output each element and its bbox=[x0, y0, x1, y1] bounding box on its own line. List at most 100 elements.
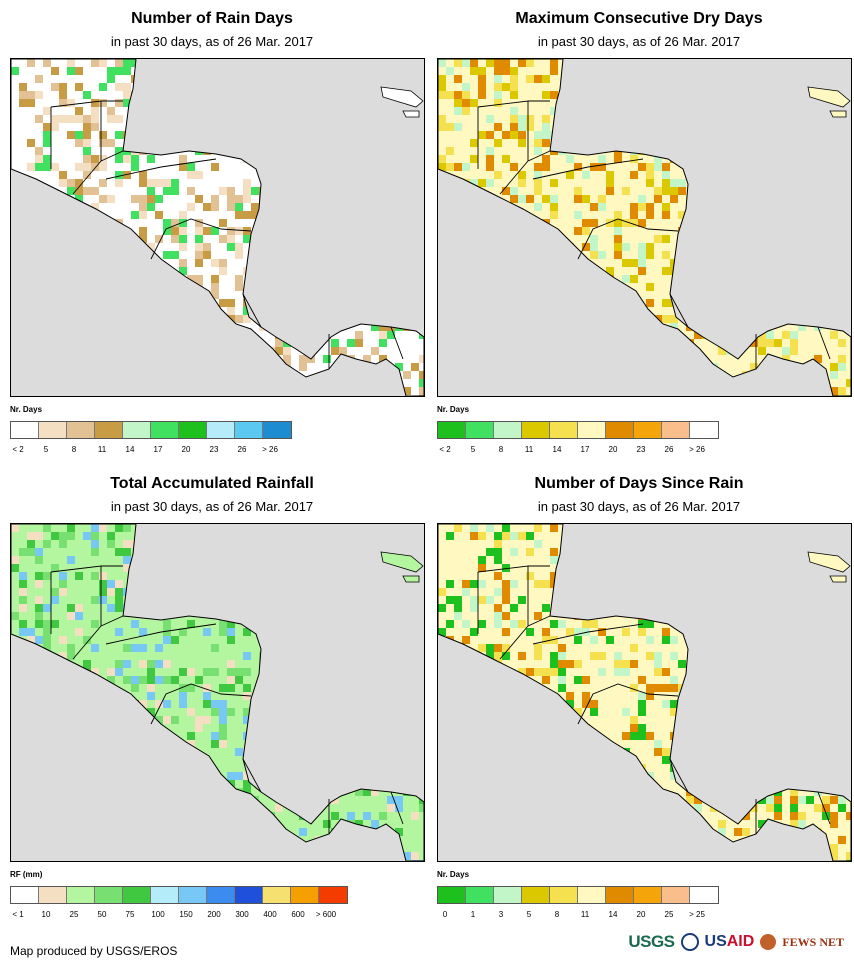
legend-label: < 2 bbox=[12, 445, 24, 454]
grid-cell bbox=[470, 155, 478, 163]
grid-cell bbox=[115, 588, 123, 596]
grid-cell bbox=[646, 732, 654, 740]
grid-cell bbox=[550, 107, 558, 115]
grid-cell bbox=[123, 99, 131, 107]
legend-label: 17 bbox=[153, 445, 163, 454]
grid-cell bbox=[550, 636, 558, 644]
grid-cell bbox=[614, 227, 622, 235]
grid-cell bbox=[622, 708, 630, 716]
grid-cell bbox=[806, 796, 814, 804]
grid-cell bbox=[814, 804, 822, 812]
grid-cell bbox=[534, 540, 542, 548]
grid-cell bbox=[574, 628, 582, 636]
grid-cell bbox=[654, 195, 662, 203]
grid-cell bbox=[131, 163, 139, 171]
grid-cell bbox=[139, 179, 147, 187]
grid-cell bbox=[502, 532, 510, 540]
grid-cell bbox=[147, 684, 155, 692]
grid-cell bbox=[235, 676, 243, 684]
grid-cell bbox=[83, 163, 91, 171]
grid-cell bbox=[470, 580, 478, 588]
grid-cell bbox=[299, 828, 307, 836]
grid-cell bbox=[494, 532, 502, 540]
grid-cell bbox=[387, 331, 395, 339]
grid-cell bbox=[550, 620, 558, 628]
grid-cell bbox=[478, 644, 486, 652]
grid-cell bbox=[83, 123, 91, 131]
grid-cell bbox=[534, 131, 542, 139]
grid-cell bbox=[678, 187, 686, 195]
grid-cell bbox=[227, 203, 235, 211]
grid-cell bbox=[454, 612, 462, 620]
grid-cell bbox=[622, 668, 630, 676]
grid-cell bbox=[99, 580, 107, 588]
grid-cell bbox=[51, 123, 59, 131]
grid-cell bbox=[830, 812, 838, 820]
legend-label: 11 bbox=[580, 910, 590, 919]
grid-cell bbox=[662, 267, 670, 275]
legend-swatch bbox=[207, 887, 235, 903]
grid-cell bbox=[534, 139, 542, 147]
grid-cell bbox=[766, 331, 774, 339]
grid-cell bbox=[147, 203, 155, 211]
grid-cell bbox=[163, 628, 171, 636]
grid-cell bbox=[179, 211, 187, 219]
fews-net-logo: FEWS NET bbox=[782, 934, 844, 949]
grid-cell bbox=[638, 251, 646, 259]
grid-cell bbox=[478, 556, 486, 564]
legend-swatch bbox=[466, 887, 494, 903]
grid-cell bbox=[179, 684, 187, 692]
grid-cell bbox=[574, 195, 582, 203]
grid-cell bbox=[211, 732, 219, 740]
grid-cell bbox=[115, 179, 123, 187]
grid-cell bbox=[203, 716, 211, 724]
grid-cell bbox=[510, 195, 518, 203]
grid-cell bbox=[582, 700, 590, 708]
legend-swatch bbox=[494, 422, 522, 438]
grid-cell bbox=[115, 668, 123, 676]
grid-cell bbox=[91, 548, 99, 556]
grid-cell bbox=[630, 219, 638, 227]
grid-cell bbox=[542, 636, 550, 644]
grid-cell bbox=[662, 756, 670, 764]
grid-cell bbox=[630, 259, 638, 267]
grid-cell bbox=[59, 588, 67, 596]
grid-cell bbox=[454, 596, 462, 604]
grid-cell bbox=[686, 796, 694, 804]
country-border bbox=[577, 683, 679, 725]
grid-cell bbox=[462, 636, 470, 644]
legend-color-bar bbox=[437, 886, 719, 904]
grid-cell bbox=[83, 155, 91, 163]
grid-cell bbox=[91, 187, 99, 195]
grid-cell bbox=[59, 532, 67, 540]
panel-accumulated-rainfall: Total Accumulated Rainfall in past 30 da… bbox=[0, 465, 425, 925]
grid-cell bbox=[790, 820, 798, 828]
grid-cell bbox=[243, 668, 251, 676]
grid-cell bbox=[638, 163, 646, 171]
grid-cell bbox=[550, 548, 558, 556]
grid-cell bbox=[227, 628, 235, 636]
grid-cell bbox=[179, 235, 187, 243]
grid-cell bbox=[534, 75, 542, 83]
grid-cell bbox=[662, 251, 670, 259]
grid-cell bbox=[83, 131, 91, 139]
grid-cell bbox=[470, 99, 478, 107]
grid-cell bbox=[518, 668, 526, 676]
grid-cell bbox=[107, 540, 115, 548]
grid-cell bbox=[470, 67, 478, 75]
grid-cell bbox=[582, 227, 590, 235]
grid-cell bbox=[19, 620, 27, 628]
grid-cell bbox=[91, 524, 99, 532]
grid-cell bbox=[798, 323, 806, 331]
legend-swatch bbox=[690, 422, 718, 438]
grid-cell bbox=[179, 243, 187, 251]
grid-cell bbox=[139, 628, 147, 636]
grid-cell bbox=[590, 219, 598, 227]
grid-cell bbox=[494, 91, 502, 99]
grid-cell bbox=[438, 604, 446, 612]
grid-cell bbox=[510, 91, 518, 99]
grid-cell bbox=[606, 267, 614, 275]
grid-cell bbox=[211, 163, 219, 171]
grid-cell bbox=[11, 524, 19, 532]
grid-cell bbox=[139, 195, 147, 203]
